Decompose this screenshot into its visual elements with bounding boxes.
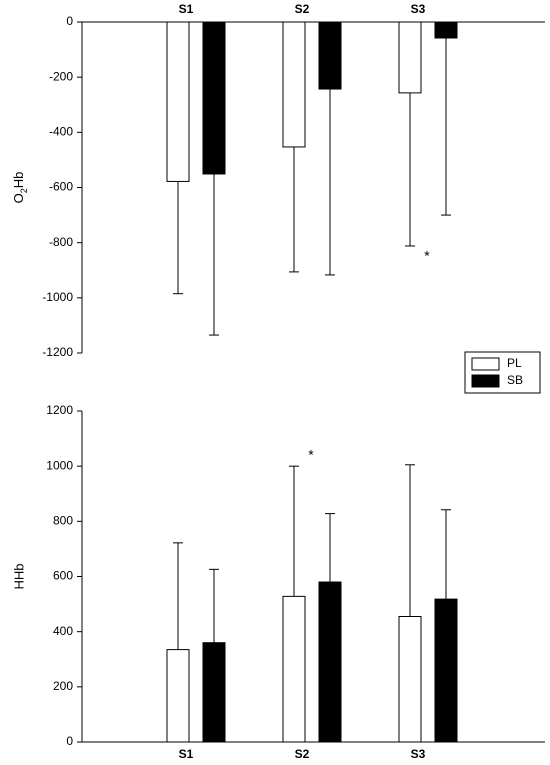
y-axis-label-part: 2 — [19, 188, 29, 193]
bar — [282, 595, 306, 743]
bar — [398, 21, 422, 94]
bar — [318, 581, 342, 743]
y-tick-label: 1200 — [46, 403, 73, 417]
x-tick-label: S1 — [179, 2, 194, 16]
legend-swatch — [471, 357, 500, 371]
annotation: * — [308, 447, 314, 463]
y-tick-label: 200 — [53, 679, 73, 693]
y-tick-label: -1200 — [42, 345, 73, 359]
y-tick-label: 1000 — [46, 458, 73, 472]
bar — [398, 615, 422, 743]
bar — [202, 642, 226, 743]
x-tick-label: S3 — [411, 747, 426, 761]
x-tick-label: S3 — [411, 2, 426, 16]
y-axis-label: HHb — [11, 563, 26, 589]
y-tick-label: 0 — [66, 734, 73, 748]
legend-swatch — [471, 374, 500, 388]
y-tick-label: -400 — [49, 125, 73, 139]
bar — [166, 649, 190, 743]
y-tick-label: 400 — [53, 624, 73, 638]
legend-label: PL — [507, 356, 522, 370]
annotation: * — [424, 248, 430, 264]
bar — [202, 21, 226, 175]
x-tick-label: S2 — [295, 2, 310, 16]
y-tick-label: -1000 — [42, 290, 73, 304]
y-tick-label: -200 — [49, 69, 73, 83]
bar — [318, 21, 342, 90]
x-tick-label: S2 — [295, 747, 310, 761]
y-tick-label: 800 — [53, 514, 73, 528]
bar — [434, 21, 458, 39]
y-tick-label: -800 — [49, 235, 73, 249]
bar — [434, 598, 458, 743]
y-axis-label: O2Hb — [11, 172, 29, 204]
y-axis-label-part: Hb — [11, 172, 26, 189]
bar — [166, 21, 190, 182]
y-tick-label: -600 — [49, 180, 73, 194]
legend-label: SB — [507, 373, 523, 387]
y-tick-label: 0 — [66, 14, 73, 28]
x-tick-label: S1 — [179, 747, 194, 761]
y-axis-label-part: O — [11, 193, 26, 203]
y-tick-label: 600 — [53, 569, 73, 583]
bar — [282, 21, 306, 148]
